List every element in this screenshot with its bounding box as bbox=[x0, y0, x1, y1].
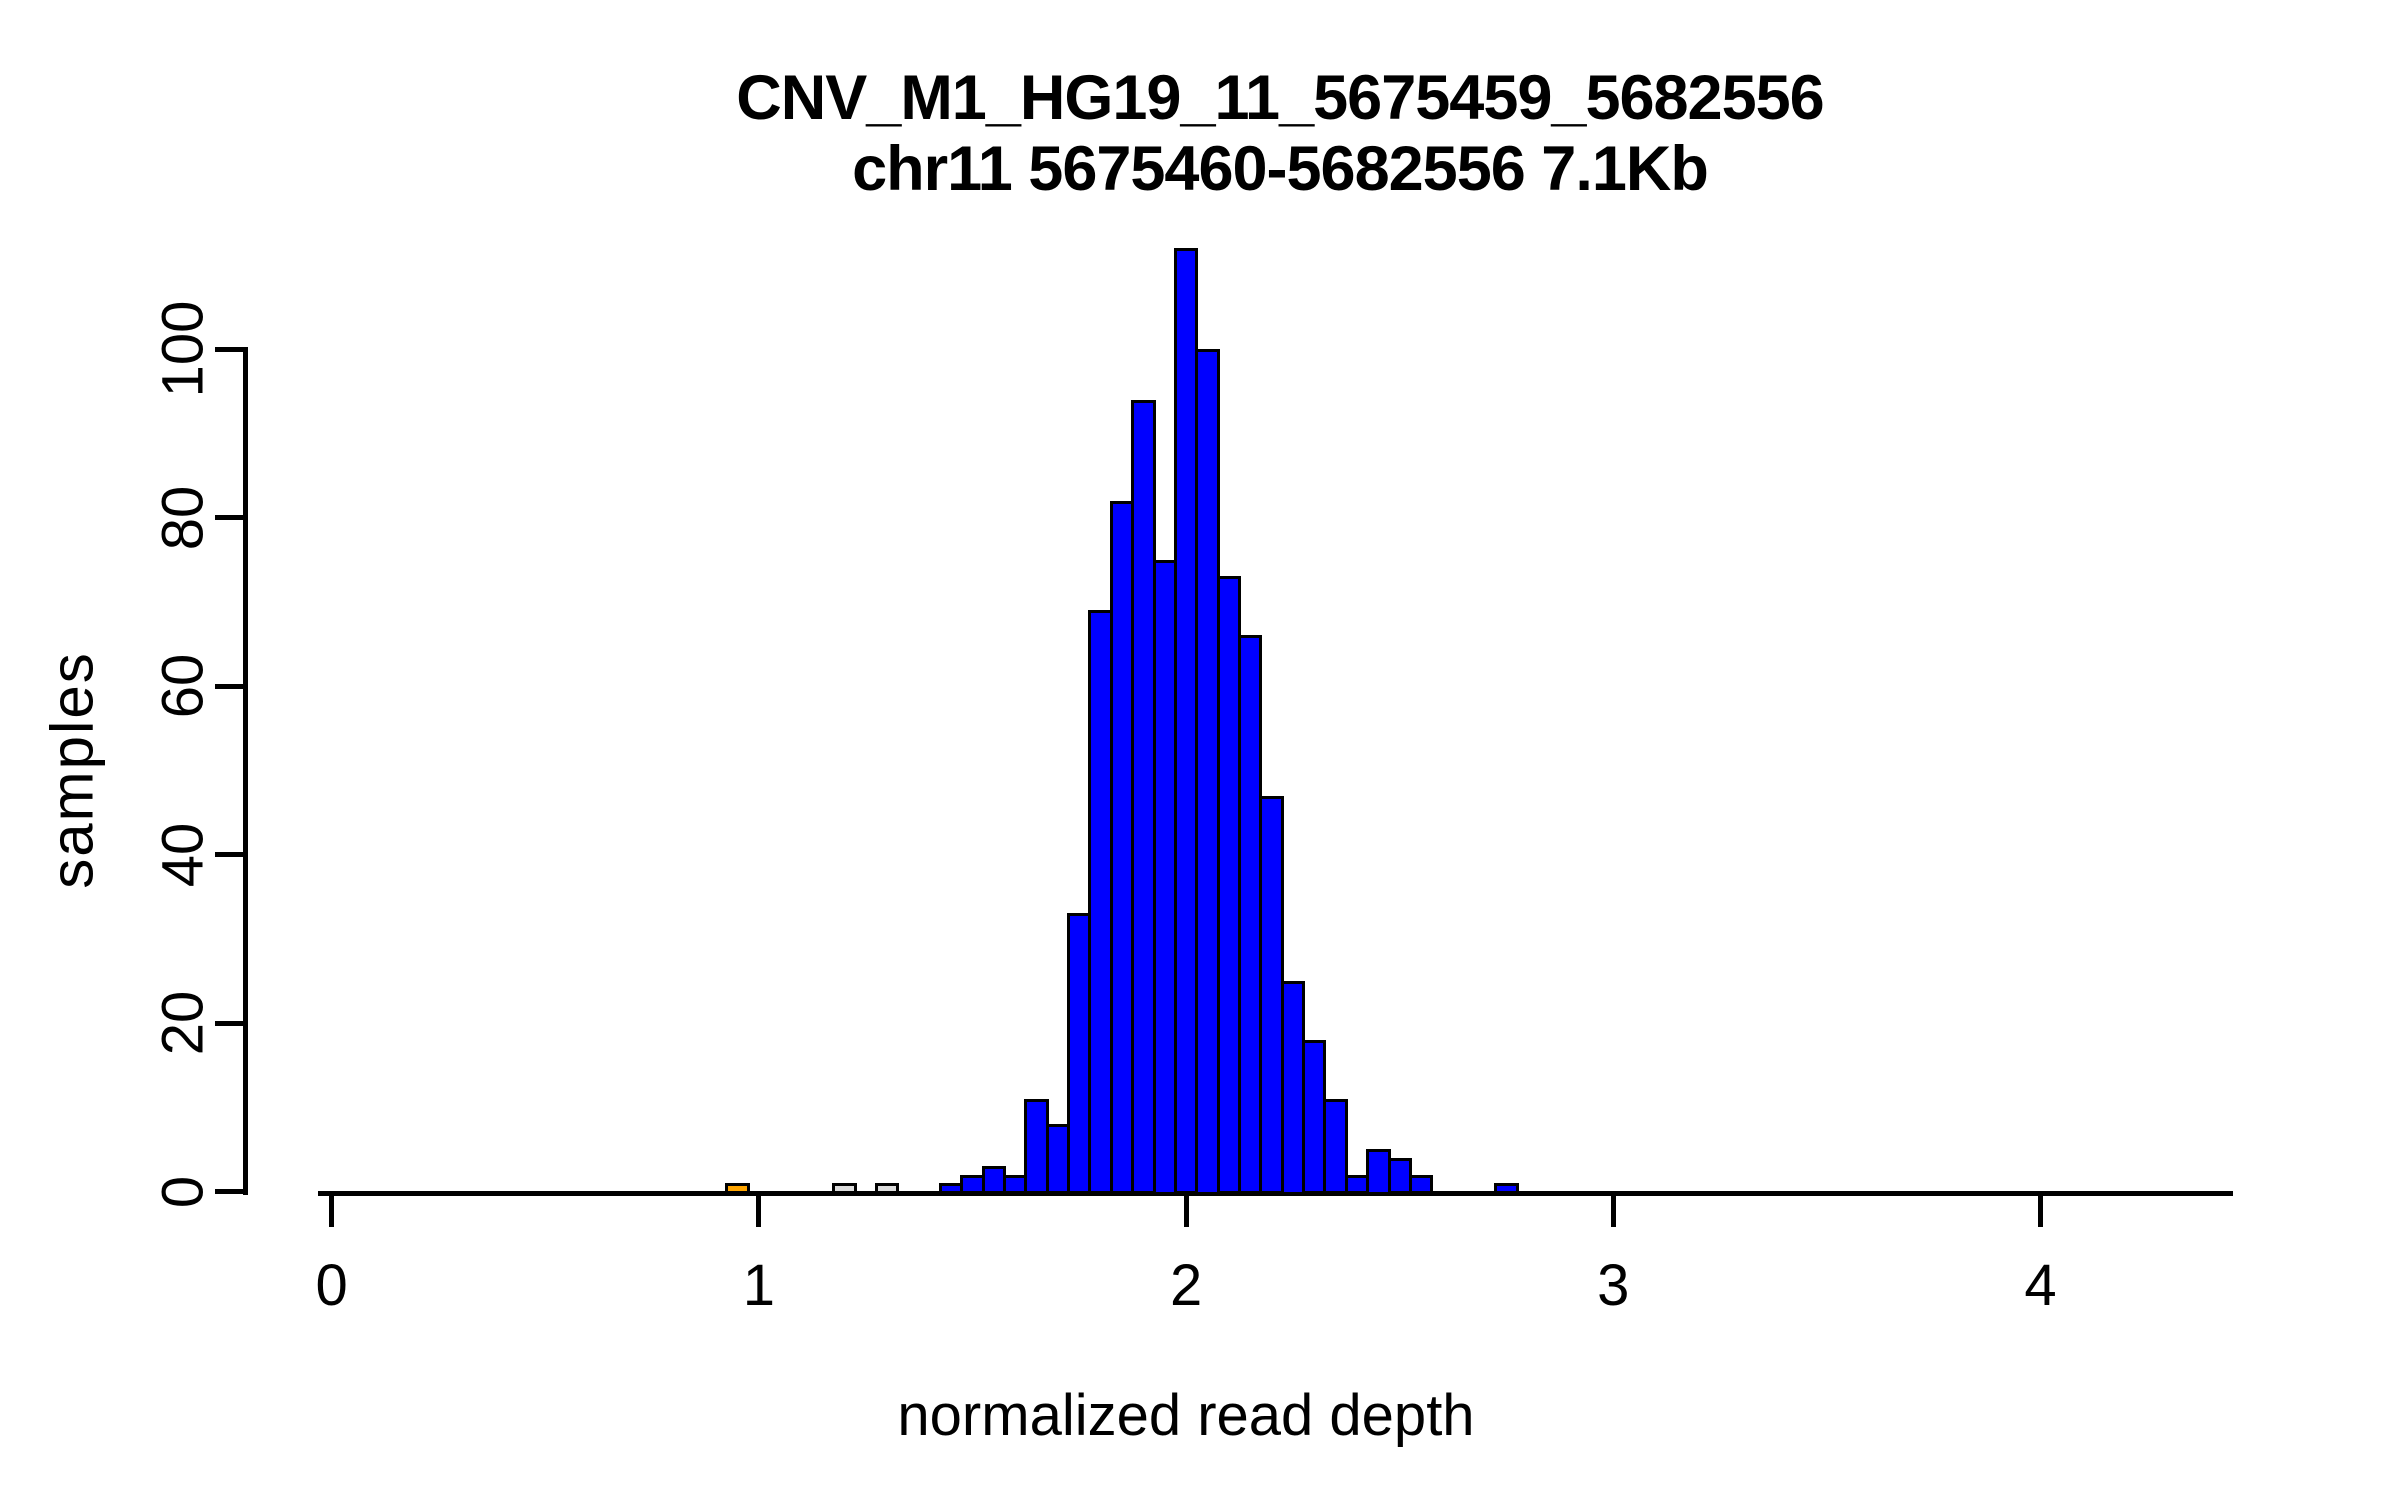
y-tick bbox=[215, 1189, 245, 1195]
y-tick bbox=[215, 852, 245, 858]
x-axis-label: normalized read depth bbox=[897, 1383, 1475, 1448]
histogram-bar bbox=[1280, 980, 1306, 1195]
x-tick-label: 4 bbox=[2024, 1253, 2057, 1318]
histogram-bar bbox=[1494, 1183, 1519, 1195]
x-tick bbox=[329, 1194, 335, 1227]
histogram-bar bbox=[832, 1183, 857, 1195]
chart-subtitle: chr11 5675460-5682556 7.1Kb bbox=[852, 134, 1709, 204]
histogram-bar bbox=[874, 1183, 900, 1195]
x-tick-label: 1 bbox=[742, 1253, 776, 1318]
y-tick bbox=[215, 346, 245, 352]
histogram-bar bbox=[1173, 247, 1199, 1195]
y-tick bbox=[215, 1020, 245, 1026]
x-tick bbox=[1183, 1194, 1189, 1227]
y-axis-line bbox=[243, 347, 248, 1195]
y-tick bbox=[215, 515, 245, 521]
histogram-bar bbox=[1323, 1098, 1348, 1195]
histogram-bar bbox=[725, 1183, 750, 1195]
y-tick bbox=[215, 683, 245, 689]
chart-title: CNV_M1_HG19_11_5675459_5682556 bbox=[736, 63, 1824, 133]
x-tick bbox=[2038, 1194, 2043, 1227]
histogram-bar bbox=[1408, 1174, 1434, 1195]
x-tick-label: 2 bbox=[1169, 1253, 1203, 1318]
x-tick-label: 0 bbox=[315, 1253, 348, 1318]
x-tick bbox=[1610, 1194, 1616, 1227]
x-tick-label: 3 bbox=[1597, 1253, 1630, 1318]
x-tick bbox=[756, 1194, 762, 1227]
